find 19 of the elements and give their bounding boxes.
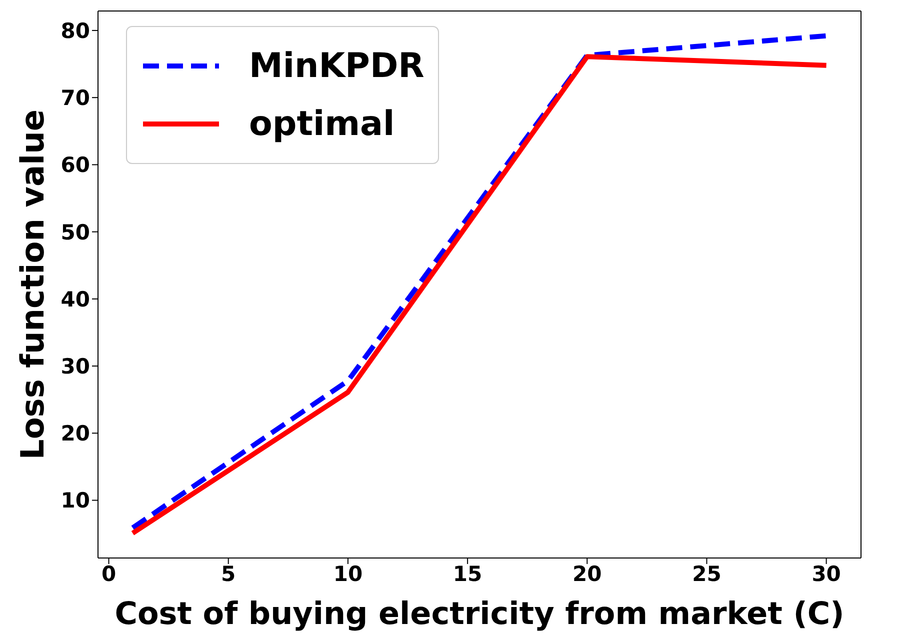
y-tick-label: 80 <box>60 18 90 43</box>
y-tick-label: 10 <box>60 488 90 513</box>
x-tick-label: 10 <box>333 562 363 586</box>
x-tick-label: 0 <box>101 562 116 586</box>
x-axis-title: Cost of buying electricity from market (C) <box>114 596 844 632</box>
y-axis-title: Loss function value <box>13 109 52 460</box>
y-tick-label: 60 <box>60 153 90 178</box>
legend-label: optimal <box>249 104 395 144</box>
y-tick-label: 30 <box>60 354 90 378</box>
x-tick-label: 30 <box>812 562 841 586</box>
y-tick-label: 70 <box>60 86 90 110</box>
x-tick-label: 20 <box>572 562 602 586</box>
y-tick-label: 20 <box>60 422 90 446</box>
x-tick-label: 5 <box>221 562 236 586</box>
y-tick-label: 40 <box>60 287 90 312</box>
x-tick-label: 15 <box>452 562 482 586</box>
x-tick-label: 25 <box>692 562 722 586</box>
legend-label: MinKPDR <box>249 46 424 86</box>
y-tick-label: 50 <box>60 220 90 244</box>
